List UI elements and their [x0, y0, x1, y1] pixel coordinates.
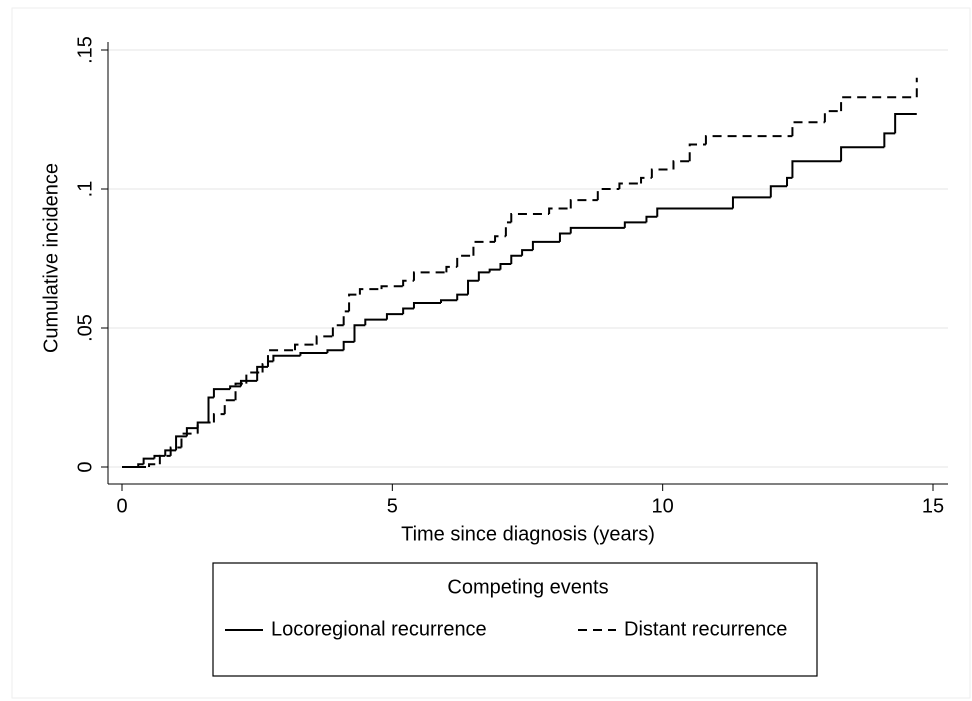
line-segment: [531, 240, 560, 251]
y-tick-label: 0: [74, 461, 96, 472]
line-segment: [358, 288, 382, 295]
line-segment: [477, 271, 490, 281]
line-segment: [169, 446, 182, 456]
line-segment: [791, 121, 825, 137]
line-segment: [640, 176, 652, 184]
line-segment: [212, 413, 225, 423]
line-segment: [234, 382, 247, 401]
y-axis-label: Cumulative incidence: [40, 163, 62, 353]
line-segment: [348, 293, 360, 312]
line-segment: [548, 207, 571, 215]
line-segment: [623, 221, 647, 228]
line-segment: [823, 110, 842, 123]
line-segment: [731, 196, 771, 209]
line-segment: [342, 310, 350, 326]
line-segment: [883, 132, 896, 148]
line-segment: [385, 313, 404, 320]
x-tick-label: 10: [652, 495, 674, 517]
line-segment: [656, 207, 733, 217]
line-segment: [488, 268, 501, 273]
legend-box: [212, 562, 818, 677]
line-segment: [261, 363, 268, 373]
line-segment: [786, 176, 793, 187]
line-segment: [153, 454, 166, 459]
line-segment: [472, 240, 496, 256]
line-segment: [494, 235, 506, 242]
line-segment: [164, 449, 177, 456]
x-tick-label: 0: [116, 495, 127, 517]
line-segment: [704, 135, 793, 145]
line-segment: [315, 335, 333, 345]
line-segment: [299, 352, 328, 356]
line-segment: [791, 160, 842, 178]
line-segment: [256, 365, 268, 381]
line-segment: [326, 349, 344, 354]
line-segment: [148, 463, 160, 467]
line-segment: [158, 454, 171, 465]
line-segment: [402, 279, 414, 287]
line-segment: [510, 254, 523, 265]
line-segment: [175, 435, 187, 451]
line-segment: [456, 254, 474, 267]
line-segment: [467, 279, 479, 295]
line-segment: [342, 340, 355, 351]
legend-title: Competing events: [447, 576, 608, 598]
line-segment: [618, 182, 642, 189]
legend-label: Locoregional recurrence: [271, 618, 487, 640]
line-segment: [294, 343, 317, 351]
line-segment: [769, 185, 788, 198]
line-segment: [266, 349, 296, 365]
line-segment: [207, 396, 214, 423]
line-segment: [196, 421, 214, 434]
line-segment: [569, 199, 598, 209]
line-segment: [402, 307, 414, 315]
line-segment: [456, 293, 469, 301]
line-segment: [331, 324, 344, 337]
line-segment: [245, 371, 263, 384]
line-segment: [569, 226, 625, 234]
line-segment: [364, 318, 387, 326]
y-tick-label: .15: [74, 36, 96, 64]
legend-label: Distant recurrence: [624, 618, 787, 640]
line-segment: [439, 299, 458, 303]
line-segment: [504, 221, 512, 237]
line-segment: [229, 385, 241, 390]
line-segment: [445, 265, 458, 273]
x-tick-label: 15: [922, 495, 944, 517]
line-segment: [840, 96, 917, 112]
line-segment: [688, 143, 706, 162]
line-segment: [212, 388, 231, 398]
line-segment: [510, 213, 550, 223]
line-segment: [412, 301, 441, 309]
line-segment: [499, 263, 512, 270]
line-segment: [521, 249, 533, 256]
line-segment: [596, 188, 620, 201]
line-segment: [894, 112, 917, 134]
line-segment: [142, 457, 155, 465]
line-segment: [380, 285, 404, 290]
line-segment: [272, 354, 301, 362]
line-segment: [645, 215, 658, 223]
line-segment: [840, 146, 885, 162]
line-segment: [672, 160, 690, 170]
x-axis-label: Time since diagnosis (years): [401, 523, 655, 545]
line-segment: [223, 399, 236, 415]
line-segment: [650, 168, 674, 178]
y-tick-label: .05: [74, 314, 96, 342]
x-tick-label: 5: [387, 495, 398, 517]
line-segment: [353, 324, 366, 342]
y-tick-label: .1: [74, 181, 96, 198]
line-segment: [180, 432, 198, 448]
line-segment: [412, 271, 447, 281]
line-segment: [558, 232, 571, 242]
